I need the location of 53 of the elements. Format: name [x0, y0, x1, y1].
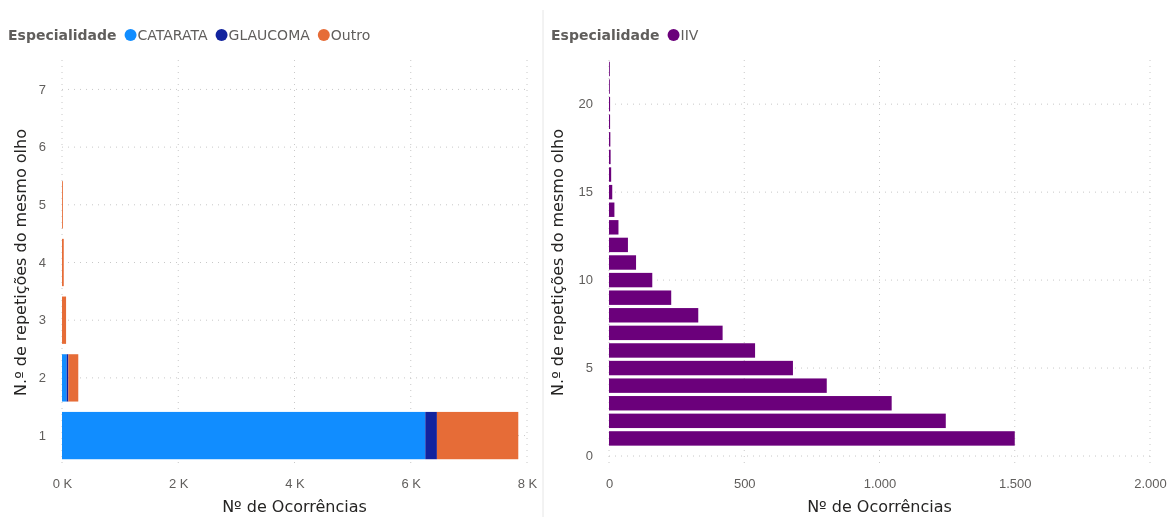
- bar: [436, 411, 519, 460]
- y-axis-title: N.º de repetições do mesmo olho: [548, 129, 567, 396]
- x-tick-label: 1.500: [998, 476, 1032, 492]
- bar: [609, 290, 672, 305]
- legend-label: Outro: [330, 27, 371, 43]
- legend-label: IIV: [680, 27, 699, 43]
- x-tick-label: 0 K: [52, 476, 73, 492]
- bar: [609, 413, 946, 429]
- x-tick-label: 6 K: [401, 476, 422, 492]
- bar: [609, 220, 619, 235]
- x-tick-label: 2.000: [1134, 476, 1167, 492]
- legend-title: Especialidade: [551, 27, 660, 43]
- y-tick-label: 20: [578, 96, 593, 112]
- bar: [609, 255, 637, 270]
- y-tick-label: 1: [38, 427, 46, 443]
- bar: [62, 354, 67, 402]
- y-tick-label: 10: [578, 272, 593, 288]
- y-tick-label: 5: [38, 196, 46, 212]
- x-tick-label: 1.000: [863, 476, 897, 492]
- x-tick-label: 0: [605, 476, 614, 492]
- bar: [609, 325, 723, 341]
- y-axis-title: N.º de repetições do mesmo olho: [11, 129, 30, 396]
- bar: [609, 360, 793, 376]
- y-tick-label: 4: [38, 254, 46, 270]
- bar: [609, 431, 1015, 446]
- bar: [609, 308, 699, 323]
- legend-label: GLAUCOMA: [228, 27, 311, 43]
- y-tick-label: 7: [38, 81, 46, 97]
- legend-title: Especialidade: [8, 27, 117, 43]
- legend-label: CATARATA: [137, 27, 208, 43]
- x-tick-label: 500: [733, 476, 756, 492]
- bar: [609, 343, 756, 358]
- bar: [425, 411, 437, 460]
- bar: [609, 237, 628, 253]
- x-tick-label: 4 K: [285, 476, 306, 492]
- bar: [609, 272, 653, 288]
- bar: [609, 396, 892, 411]
- y-tick-label: 2: [38, 370, 46, 386]
- bar: [62, 296, 67, 344]
- bar: [609, 378, 827, 393]
- y-tick-label: 5: [585, 360, 593, 376]
- y-tick-label: 6: [38, 139, 46, 155]
- bar: [62, 411, 426, 460]
- x-tick-label: 2 K: [168, 476, 189, 492]
- x-axis-title: Nº de Ocorrências: [222, 497, 367, 516]
- bar: [609, 167, 612, 182]
- y-tick-label: 15: [578, 184, 593, 200]
- bar: [68, 354, 79, 402]
- x-tick-label: 8 K: [517, 476, 538, 492]
- x-axis-title: Nº de Ocorrências: [807, 497, 952, 516]
- y-tick-label: 3: [38, 312, 46, 328]
- bar: [609, 202, 615, 217]
- y-tick-label: 0: [585, 448, 593, 464]
